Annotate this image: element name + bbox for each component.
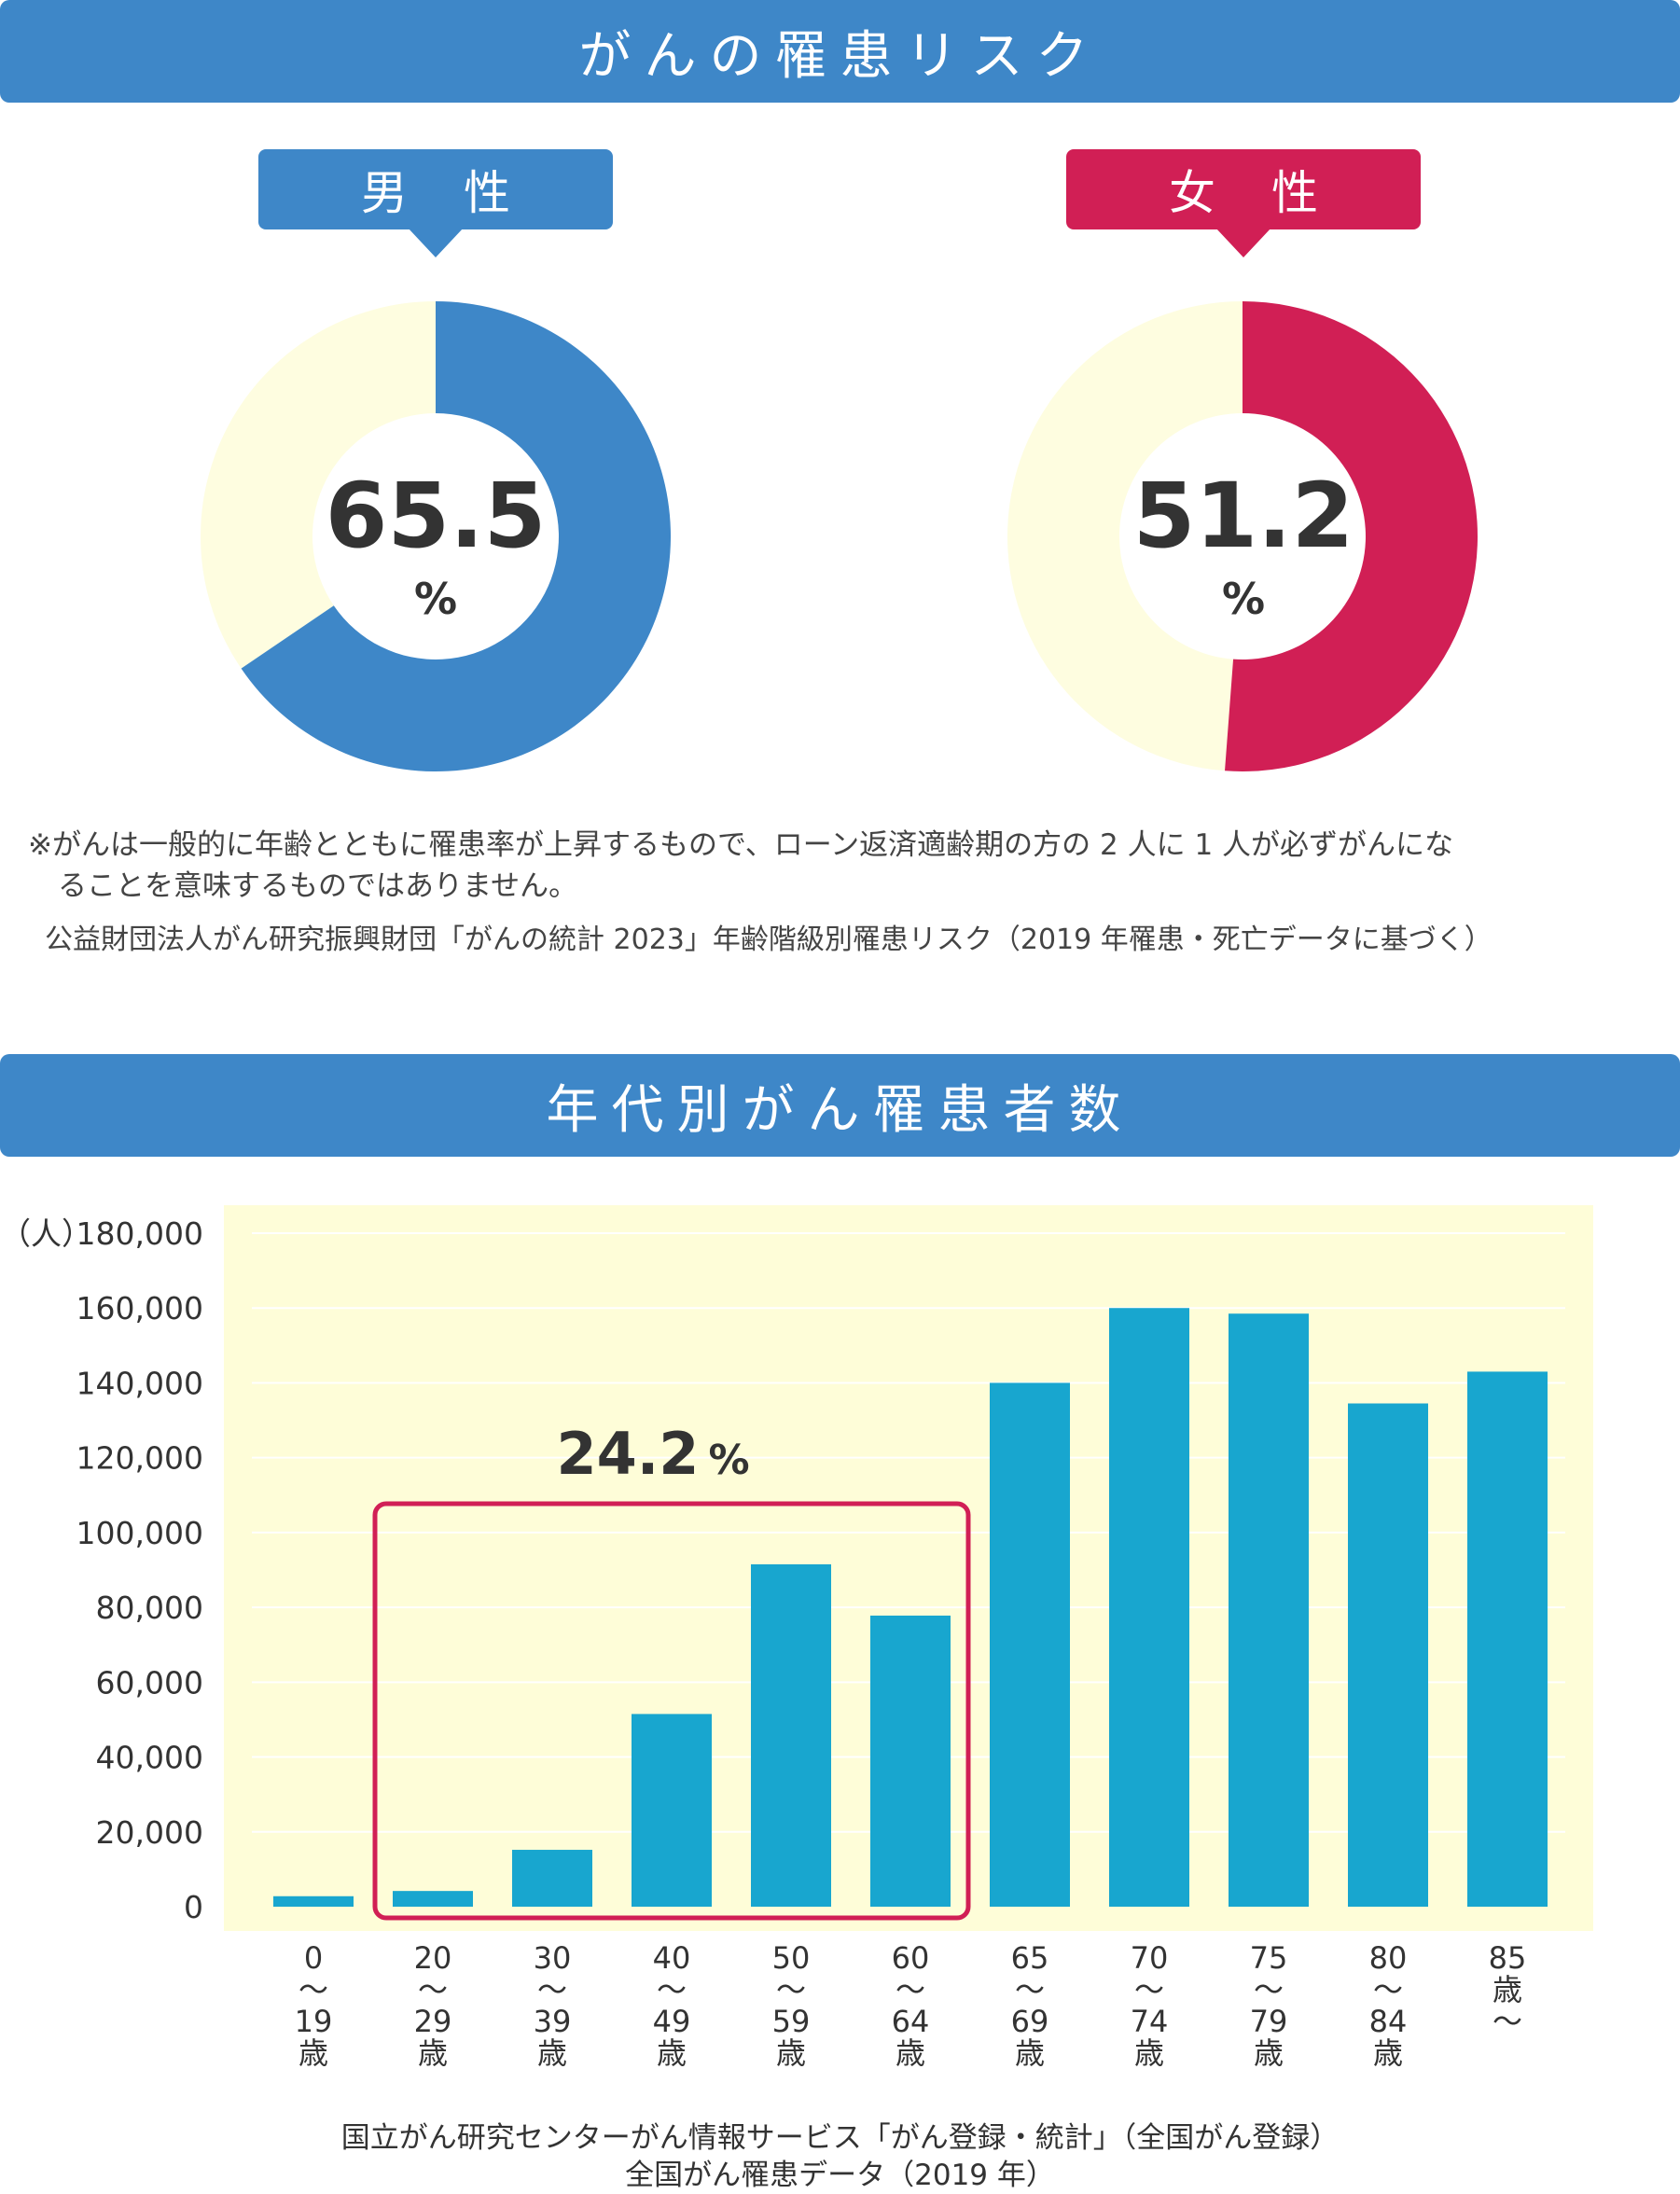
male-label: 男性 [361,166,566,220]
x-tick-label: 70 [1131,1940,1169,1976]
y-tick-label: 140,000 [76,1365,203,1401]
x-tick-label: 85 [1489,1940,1527,1976]
y-tick-label: 0 [184,1889,203,1925]
highlight-label: 24.2% [556,1420,749,1488]
x-tick-label: 60 [892,1940,930,1976]
x-tick-label: 歳 [896,2035,925,2071]
x-tick-label: 80 [1369,1940,1408,1976]
x-tick-label: 歳 [537,2035,567,2071]
x-tick-label: 75 [1250,1940,1288,1976]
age-bar-chart: 0 20,000 40,000 60,000 80,000 100,000 120,000 1… [0,1205,1593,2071]
x-tick-label: 歳 [1015,2035,1045,2071]
x-tick-label: 50 [772,1940,811,1976]
x-tick-label: 〜 [418,1972,448,2007]
bar [1109,1308,1189,1907]
x-tick-label: 20 [414,1940,452,1976]
x-tick-label: 歳 [418,2035,448,2071]
risk-title-banner: がんの罹患リスク [0,0,1680,103]
y-tick-label: 60,000 [96,1664,203,1701]
x-tick-label: 歳 [1254,2035,1284,2071]
risk-note-line2: ることを意味するものではありません。 [58,869,578,903]
x-tick-label: 65 [1011,1940,1049,1976]
male-donut-chart [201,301,671,771]
female-risk-unit: % [1221,574,1266,624]
x-tick-label: 〜 [1254,1972,1284,2007]
y-tick-label: 120,000 [76,1440,203,1477]
chart-title: 年代別がん罹患者数 [546,1079,1134,1141]
female-donut-value-slice [1225,301,1478,771]
x-tick-label: 〜 [1373,1972,1403,2007]
bar [273,1895,354,1907]
x-tick-label: 39 [534,2004,572,2039]
y-tick-label: 40,000 [96,1740,203,1776]
x-tick-label: 〜 [1134,1972,1164,2007]
female-risk-value: 51.2 [1132,464,1354,568]
bar [512,1850,592,1907]
x-tick-label: 29 [414,2004,452,2039]
y-tick-label: 80,000 [96,1590,203,1626]
x-tick-label: 0 [304,1940,323,1976]
risk-title: がんの罹患リスク [578,25,1102,87]
x-tick-label: 69 [1011,2004,1049,2039]
x-tick-label: 歳 [299,2035,328,2071]
x-tick-label: 〜 [537,1972,567,2007]
x-tick-label: 〜 [896,1972,925,2007]
y-tick-label: 180,000 [76,1215,203,1252]
bar [1348,1403,1428,1907]
x-tick-label: 〜 [299,1972,328,2007]
x-tick-label: 40 [653,1940,691,1976]
chart-source: 国立がん研究センターがん情報サービス「がん登録・統計」（全国がん登録） 全国がん… [0,2119,1680,2194]
x-tick-label: 49 [653,2004,691,2039]
x-tick-label: 79 [1250,2004,1288,2039]
x-tick-label: 〜 [657,1972,687,2007]
female-donut-rest-slice [1007,301,1243,771]
highlight-unit: % [708,1437,749,1484]
bar [632,1714,712,1907]
male-risk-value: 65.5 [325,464,547,568]
male-risk-value-label: 65.5 % [314,471,557,624]
male-donut-value-slice [241,301,671,771]
x-tick-label: 歳 [776,2035,806,2071]
bar [393,1891,473,1907]
male-risk-unit: % [413,574,458,624]
y-tick-label: 100,000 [76,1515,203,1551]
chart-title-banner: 年代別がん罹患者数 [0,1054,1680,1157]
x-tick-label: 歳 [1493,1972,1522,2007]
x-tick-label: 19 [295,2004,333,2039]
male-tag: 男性 [258,149,613,257]
x-tick-label: 歳 [657,2035,687,2071]
x-tick-label: 〜 [1015,1972,1045,2007]
x-tick-label: 74 [1131,2004,1169,2039]
x-tick-label: 歳 [1134,2035,1164,2071]
x-tick-label: 歳 [1373,2035,1403,2071]
female-tag: 女性 [1066,149,1421,257]
x-tick-label: 30 [534,1940,572,1976]
male-donut-rest-slice [201,301,436,669]
highlight-value: 24.2 [556,1420,699,1488]
risk-source: 公益財団法人がん研究振興財団「がんの統計 2023」年齢階級別罹患リスク（201… [45,923,1493,956]
y-tick-label: 20,000 [96,1814,203,1851]
bar [1467,1371,1548,1907]
x-tick-label: 84 [1369,2004,1408,2039]
bar [751,1563,831,1907]
female-donut-chart [1007,301,1478,771]
risk-note-line1: ※がんは一般的に年齢とともに罹患率が上昇するもので、ローン返済適齢期の方の 2 … [28,828,1454,862]
bar [870,1615,951,1907]
highlight-box [372,1501,971,1921]
chart-source-line2: 全国がん罹患データ（2019 年） [625,2159,1055,2192]
y-axis-unit: （人） [0,1215,92,1252]
x-tick-label: 〜 [776,1972,806,2007]
x-tick-label: 〜 [1493,2004,1522,2039]
y-tick-label: 160,000 [76,1290,203,1326]
x-tick-label: 64 [892,2004,930,2039]
x-tick-label: 59 [772,2004,811,2039]
chart-source-line1: 国立がん研究センターがん情報サービス「がん登録・統計」（全国がん登録） [340,2121,1340,2155]
female-risk-value-label: 51.2 % [1122,471,1365,624]
bar [1229,1313,1309,1907]
female-label: 女性 [1169,166,1374,220]
bar [990,1382,1070,1907]
